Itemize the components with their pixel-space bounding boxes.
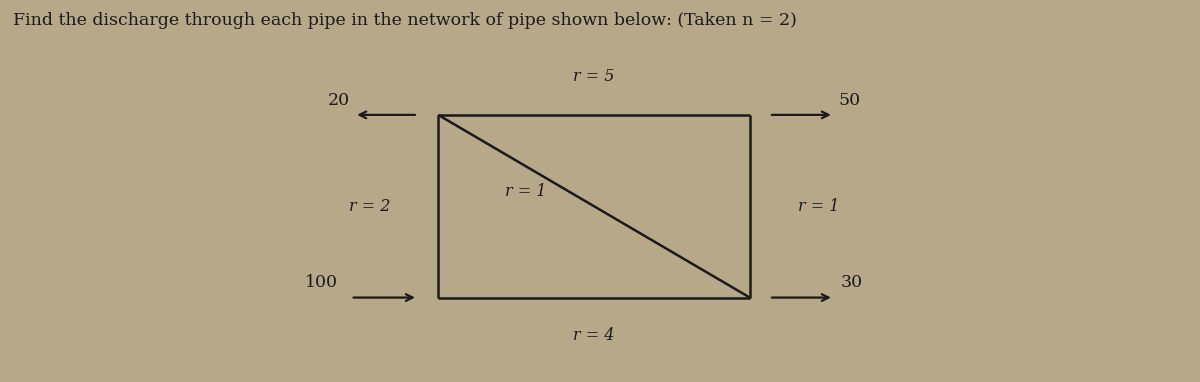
Text: r = 1: r = 1 <box>505 183 546 199</box>
Text: 50: 50 <box>839 92 860 109</box>
Text: 20: 20 <box>328 92 349 109</box>
Text: Find the discharge through each pipe in the network of pipe shown below: (Taken : Find the discharge through each pipe in … <box>13 12 797 29</box>
Text: 30: 30 <box>841 274 863 291</box>
Text: r = 2: r = 2 <box>349 198 390 215</box>
Text: r = 4: r = 4 <box>574 327 614 344</box>
Text: r = 5: r = 5 <box>574 68 614 85</box>
Text: 100: 100 <box>306 274 338 291</box>
Text: r = 1: r = 1 <box>798 198 839 215</box>
